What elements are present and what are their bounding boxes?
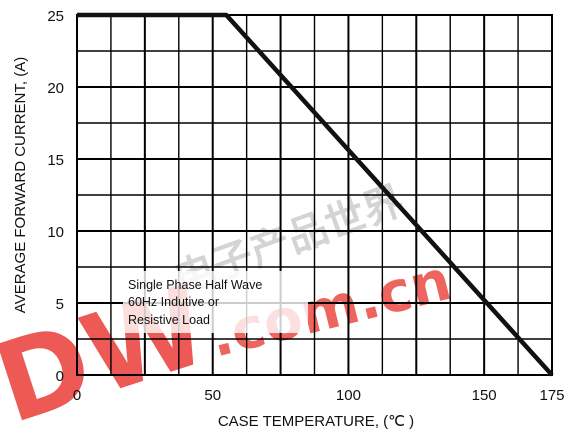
annotation-background: [123, 271, 308, 333]
x-tick-label: 0: [73, 387, 81, 404]
y-tick-label: 25: [47, 8, 64, 25]
y-tick-label: 5: [56, 296, 64, 313]
y-tick-label: 10: [47, 224, 64, 241]
y-tick-label: 0: [56, 368, 64, 385]
y-tick-labels: 0 5 10 15 20 25: [47, 8, 64, 385]
annotation-line-1: Single Phase Half Wave: [128, 278, 262, 292]
series-layer: [77, 12, 554, 377]
y-tick-label: 15: [47, 152, 64, 169]
x-tick-label: 100: [336, 387, 361, 404]
y-tick-label: 20: [47, 80, 64, 97]
plot-frame: [76, 14, 553, 376]
x-tick-labels: 0 50 100 150 175: [73, 387, 565, 404]
x-tick-label: 50: [204, 387, 221, 404]
annotation-line-3: Resistive Load: [128, 313, 210, 327]
x-axis-title: CASE TEMPERATURE, (℃ ): [218, 413, 414, 430]
series-line: [77, 12, 554, 377]
annotation-note: Single Phase Half Wave 60Hz Indutive or …: [123, 271, 308, 333]
annotation-line-2: 60Hz Indutive or: [128, 295, 219, 309]
x-tick-label: 175: [539, 387, 564, 404]
x-tick-label: 150: [472, 387, 497, 404]
y-axis-title: AVERAGE FORWARD CURRENT, (A): [12, 57, 29, 313]
